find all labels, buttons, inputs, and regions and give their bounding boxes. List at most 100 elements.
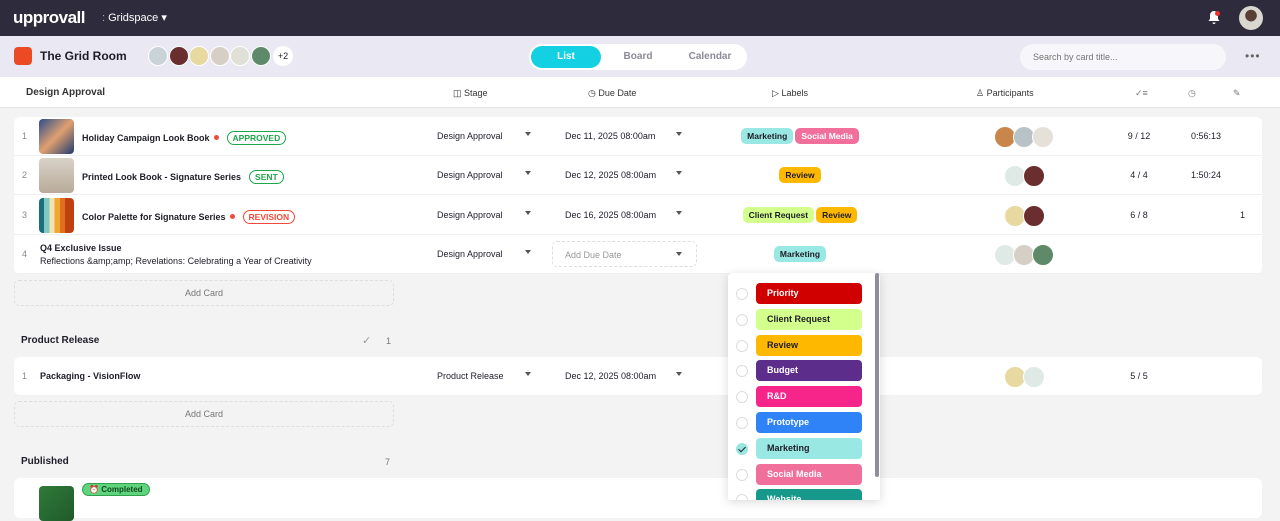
stage-select[interactable]: Design Approval [437, 170, 503, 181]
member-avatar[interactable] [230, 46, 250, 66]
due-date-select[interactable]: Dec 16, 2025 08:00am [565, 209, 657, 220]
due-date-select[interactable]: Dec 12, 2025 08:00am [565, 371, 657, 381]
edit-icon[interactable]: ✎ [1233, 88, 1241, 98]
card-title-wrap[interactable]: Printed Look Book - Signature Series SENT [82, 170, 284, 185]
card-title[interactable]: Color Palette for Signature Series [82, 211, 226, 222]
label-checkbox[interactable] [736, 365, 748, 378]
card-labels[interactable]: Marketing [704, 245, 896, 262]
card-row[interactable]: 2 Printed Look Book - Signature Series SEN… [14, 156, 1262, 196]
more-options-icon[interactable]: ••• [1245, 49, 1261, 63]
stage-caret-icon[interactable] [525, 210, 531, 215]
participant-avatar[interactable] [1022, 366, 1045, 388]
workspace-switcher[interactable]: : Gridspace ▾ [102, 12, 167, 24]
label-option-name[interactable]: Budget [756, 360, 862, 382]
more-members[interactable]: +2 [273, 46, 293, 66]
label-tag[interactable]: Review [779, 167, 821, 184]
label-tag[interactable]: Marketing [741, 128, 794, 144]
card-thumbnail[interactable] [39, 158, 74, 194]
label-option[interactable]: Budget [728, 360, 878, 382]
label-option-name[interactable]: Prototype [756, 412, 862, 433]
due-caret-icon[interactable] [676, 210, 682, 215]
card-row[interactable]: 1 Holiday Campaign Look Book APPROVED Desig… [14, 117, 1262, 156]
member-avatar[interactable] [250, 46, 271, 66]
label-option-name[interactable]: Marketing [756, 437, 862, 459]
label-checkbox[interactable] [736, 339, 748, 352]
label-tag[interactable]: Client Request [742, 206, 815, 223]
notification-bell-icon[interactable] [1207, 10, 1221, 25]
card-labels[interactable]: Client Request Review [704, 206, 896, 223]
timer-icon[interactable]: ◷ [1188, 88, 1196, 98]
search-input[interactable] [1020, 44, 1226, 70]
stage-select[interactable]: Design Approval [437, 209, 503, 220]
card-participants[interactable] [974, 204, 1074, 227]
card-thumbnail[interactable] [39, 486, 74, 521]
add-card-button[interactable]: Add Card [14, 401, 394, 427]
label-checkbox[interactable] [736, 494, 748, 500]
card-participants[interactable] [974, 366, 1074, 388]
tab-list[interactable]: List [531, 46, 601, 68]
tab-calendar[interactable]: Calendar [688, 51, 732, 62]
stage-select[interactable]: Product Release [437, 371, 504, 381]
stage-select[interactable]: Design Approval [437, 248, 503, 259]
tab-board[interactable]: Board [623, 51, 653, 62]
member-avatar[interactable] [189, 46, 209, 66]
add-due-date-button[interactable]: Add Due Date [552, 240, 697, 267]
label-tag[interactable]: Social Media [795, 128, 859, 144]
participant-avatar[interactable] [1022, 204, 1045, 227]
label-option[interactable]: Client Request [728, 308, 878, 331]
due-caret-icon[interactable] [676, 171, 682, 176]
due-caret-icon[interactable] [676, 132, 682, 136]
dropdown-scrollbar[interactable] [875, 273, 879, 477]
label-checkbox[interactable] [736, 417, 748, 429]
user-avatar[interactable] [1239, 6, 1263, 30]
participant-avatar[interactable] [1032, 243, 1054, 266]
label-option-name[interactable]: Client Request [756, 308, 862, 330]
due-date-select[interactable]: Dec 12, 2025 08:00am [565, 170, 657, 181]
card-participants[interactable] [974, 165, 1074, 188]
member-avatar[interactable] [209, 46, 230, 66]
label-checkbox[interactable] [736, 313, 748, 326]
card-title-wrap[interactable]: Color Palette for Signature Series REVISI… [82, 209, 296, 224]
stage-caret-icon[interactable] [525, 249, 531, 254]
member-avatar[interactable] [148, 46, 168, 66]
card-labels[interactable]: Marketing Social Media [704, 128, 896, 144]
participants-column-header[interactable]: ♙ Participants [976, 88, 1034, 99]
stage-select[interactable]: Design Approval [437, 131, 503, 141]
labels-column-header[interactable]: ▷ Labels [772, 88, 808, 99]
checklist-icon[interactable]: ✓≡ [1135, 88, 1148, 98]
label-option-name[interactable]: R&D [756, 386, 862, 408]
stage-column-header[interactable]: ◫ Stage [453, 88, 488, 99]
card-participants[interactable] [974, 243, 1074, 266]
add-card-button[interactable]: Add Card [14, 280, 394, 306]
participant-avatar[interactable] [1022, 165, 1045, 188]
card-row[interactable]: 1 Packaging - VisionFlow Product Release De… [14, 357, 1262, 396]
label-option-name[interactable]: Website [756, 489, 862, 500]
stage-caret-icon[interactable] [525, 372, 531, 376]
card-thumbnail[interactable] [39, 197, 74, 233]
label-option[interactable]: Social Media [728, 463, 878, 486]
label-option-name[interactable]: Priority [756, 283, 862, 304]
card-row[interactable]: 4 Q4 Exclusive Issue Reflections &amp;amp;… [14, 235, 1262, 274]
due-date-column-header[interactable]: ◷ Due Date [588, 88, 636, 99]
label-tag[interactable]: Marketing [773, 245, 827, 262]
card-row[interactable]: 3 Color Palette for Signature Series REVIS… [14, 196, 1262, 235]
card-title[interactable]: Printed Look Book - Signature Series [82, 172, 242, 183]
label-tag[interactable]: Review [816, 206, 858, 223]
label-checkbox[interactable] [736, 442, 748, 455]
label-option-name[interactable]: Review [756, 334, 862, 356]
card-title[interactable]: Holiday Campaign Look Book [82, 133, 210, 143]
due-caret-icon[interactable] [676, 372, 682, 376]
due-date-select[interactable]: Dec 11, 2025 08:00am [565, 131, 656, 141]
label-checkbox[interactable] [736, 288, 748, 300]
label-option[interactable]: Website [728, 489, 878, 500]
label-option[interactable]: Priority [728, 283, 878, 305]
stage-caret-icon[interactable] [525, 171, 531, 176]
card-participants[interactable] [974, 126, 1074, 148]
label-option[interactable]: R&D [728, 386, 878, 408]
card-labels[interactable]: Review [704, 167, 896, 184]
card-thumbnail[interactable] [39, 119, 74, 154]
member-avatar[interactable] [168, 46, 189, 66]
stage-caret-icon[interactable] [525, 132, 531, 136]
card-title-wrap[interactable]: Holiday Campaign Look Book APPROVED [82, 131, 287, 145]
label-option-name[interactable]: Social Media [756, 463, 862, 485]
